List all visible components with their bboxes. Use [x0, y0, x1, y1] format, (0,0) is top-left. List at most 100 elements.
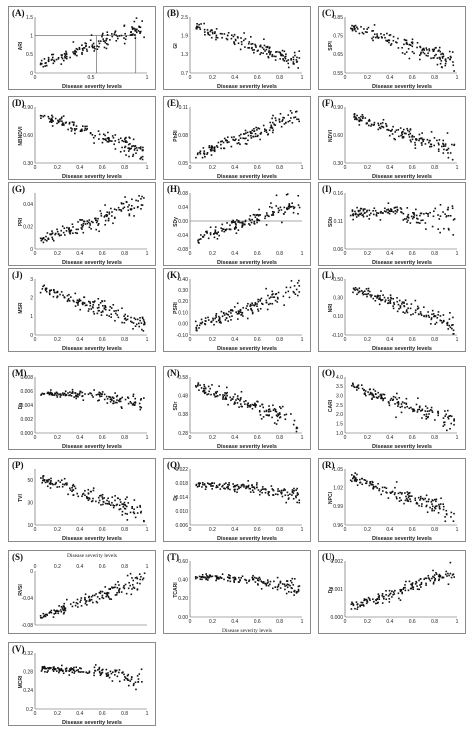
data-point — [444, 59, 447, 61]
data-point — [396, 401, 399, 404]
data-point — [425, 500, 428, 503]
data-point — [203, 391, 206, 394]
data-point — [129, 584, 131, 587]
data-point — [118, 141, 120, 144]
data-point — [237, 221, 239, 223]
data-point — [435, 53, 437, 56]
x-tick-label: 0 — [344, 527, 347, 533]
data-point — [290, 591, 293, 594]
data-point — [453, 144, 455, 147]
data-point — [122, 202, 125, 205]
data-point — [362, 32, 365, 35]
data-point — [204, 488, 207, 491]
data-point — [397, 128, 400, 131]
data-point — [135, 199, 137, 202]
data-point — [57, 479, 60, 482]
data-point — [135, 323, 138, 326]
data-point — [81, 130, 83, 132]
data-point — [401, 211, 403, 214]
y-axis-label: SIPI — [328, 41, 334, 51]
data-point — [212, 233, 215, 235]
data-point — [410, 583, 412, 586]
data-point — [253, 130, 256, 132]
data-point — [408, 136, 411, 138]
data-point — [296, 60, 299, 63]
data-point — [66, 294, 69, 297]
data-point — [282, 59, 285, 61]
x-tick-label: 0.2 — [54, 564, 61, 570]
data-point — [262, 416, 265, 418]
data-point — [206, 230, 208, 233]
data-point — [236, 395, 239, 397]
data-point — [110, 307, 113, 309]
data-point — [119, 150, 122, 153]
data-point — [200, 387, 203, 389]
data-point — [267, 408, 270, 411]
data-point — [72, 52, 75, 55]
data-point — [377, 593, 380, 595]
data-point — [119, 508, 122, 510]
data-point — [405, 39, 408, 42]
data-point — [364, 31, 367, 33]
data-point — [69, 56, 71, 59]
data-point — [225, 392, 228, 395]
data-point — [93, 313, 96, 315]
data-point — [420, 219, 422, 222]
data-point — [350, 27, 352, 30]
data-point — [370, 483, 373, 486]
data-point — [135, 576, 138, 579]
x-tick-label: 0.8 — [276, 435, 283, 441]
data-point — [372, 388, 375, 391]
data-point — [274, 59, 277, 61]
x-tick-label: 1 — [146, 711, 149, 717]
data-point — [355, 116, 357, 119]
data-point — [271, 587, 274, 590]
data-point — [397, 400, 400, 403]
panel-label: (Q) — [167, 460, 180, 470]
data-point — [250, 134, 252, 137]
data-point — [223, 314, 226, 316]
data-point — [245, 485, 248, 488]
x-tick-label: 0.4 — [386, 527, 393, 533]
data-point — [445, 149, 448, 151]
data-point — [378, 488, 381, 490]
data-point — [431, 313, 433, 316]
data-point — [216, 237, 219, 240]
data-point — [204, 317, 207, 319]
data-point — [358, 116, 360, 119]
data-point — [92, 300, 94, 303]
data-point — [97, 298, 100, 300]
data-point — [423, 578, 426, 580]
data-point — [356, 26, 358, 29]
data-point — [41, 392, 44, 395]
data-point — [141, 316, 144, 319]
data-point — [258, 219, 261, 222]
data-point — [374, 209, 377, 212]
data-point — [399, 491, 401, 494]
data-point — [278, 490, 281, 492]
data-point — [447, 328, 450, 330]
data-point — [267, 55, 269, 58]
data-point — [131, 507, 133, 510]
data-point — [297, 588, 300, 591]
data-point — [432, 313, 435, 315]
data-point — [395, 129, 398, 132]
data-point — [94, 670, 97, 672]
data-point — [441, 66, 443, 69]
data-point — [42, 285, 44, 288]
panel-label: (C) — [322, 8, 335, 18]
data-point — [51, 118, 53, 120]
data-point — [451, 205, 454, 207]
data-point — [267, 294, 269, 297]
data-point — [109, 587, 112, 590]
data-point — [112, 136, 115, 139]
data-point — [349, 479, 352, 482]
data-point — [60, 605, 63, 608]
data-point — [138, 673, 141, 675]
data-point — [124, 32, 126, 35]
data-point — [104, 223, 106, 226]
data-point — [407, 500, 410, 502]
data-point — [251, 312, 254, 315]
data-point — [249, 219, 252, 222]
data-point — [397, 47, 400, 49]
